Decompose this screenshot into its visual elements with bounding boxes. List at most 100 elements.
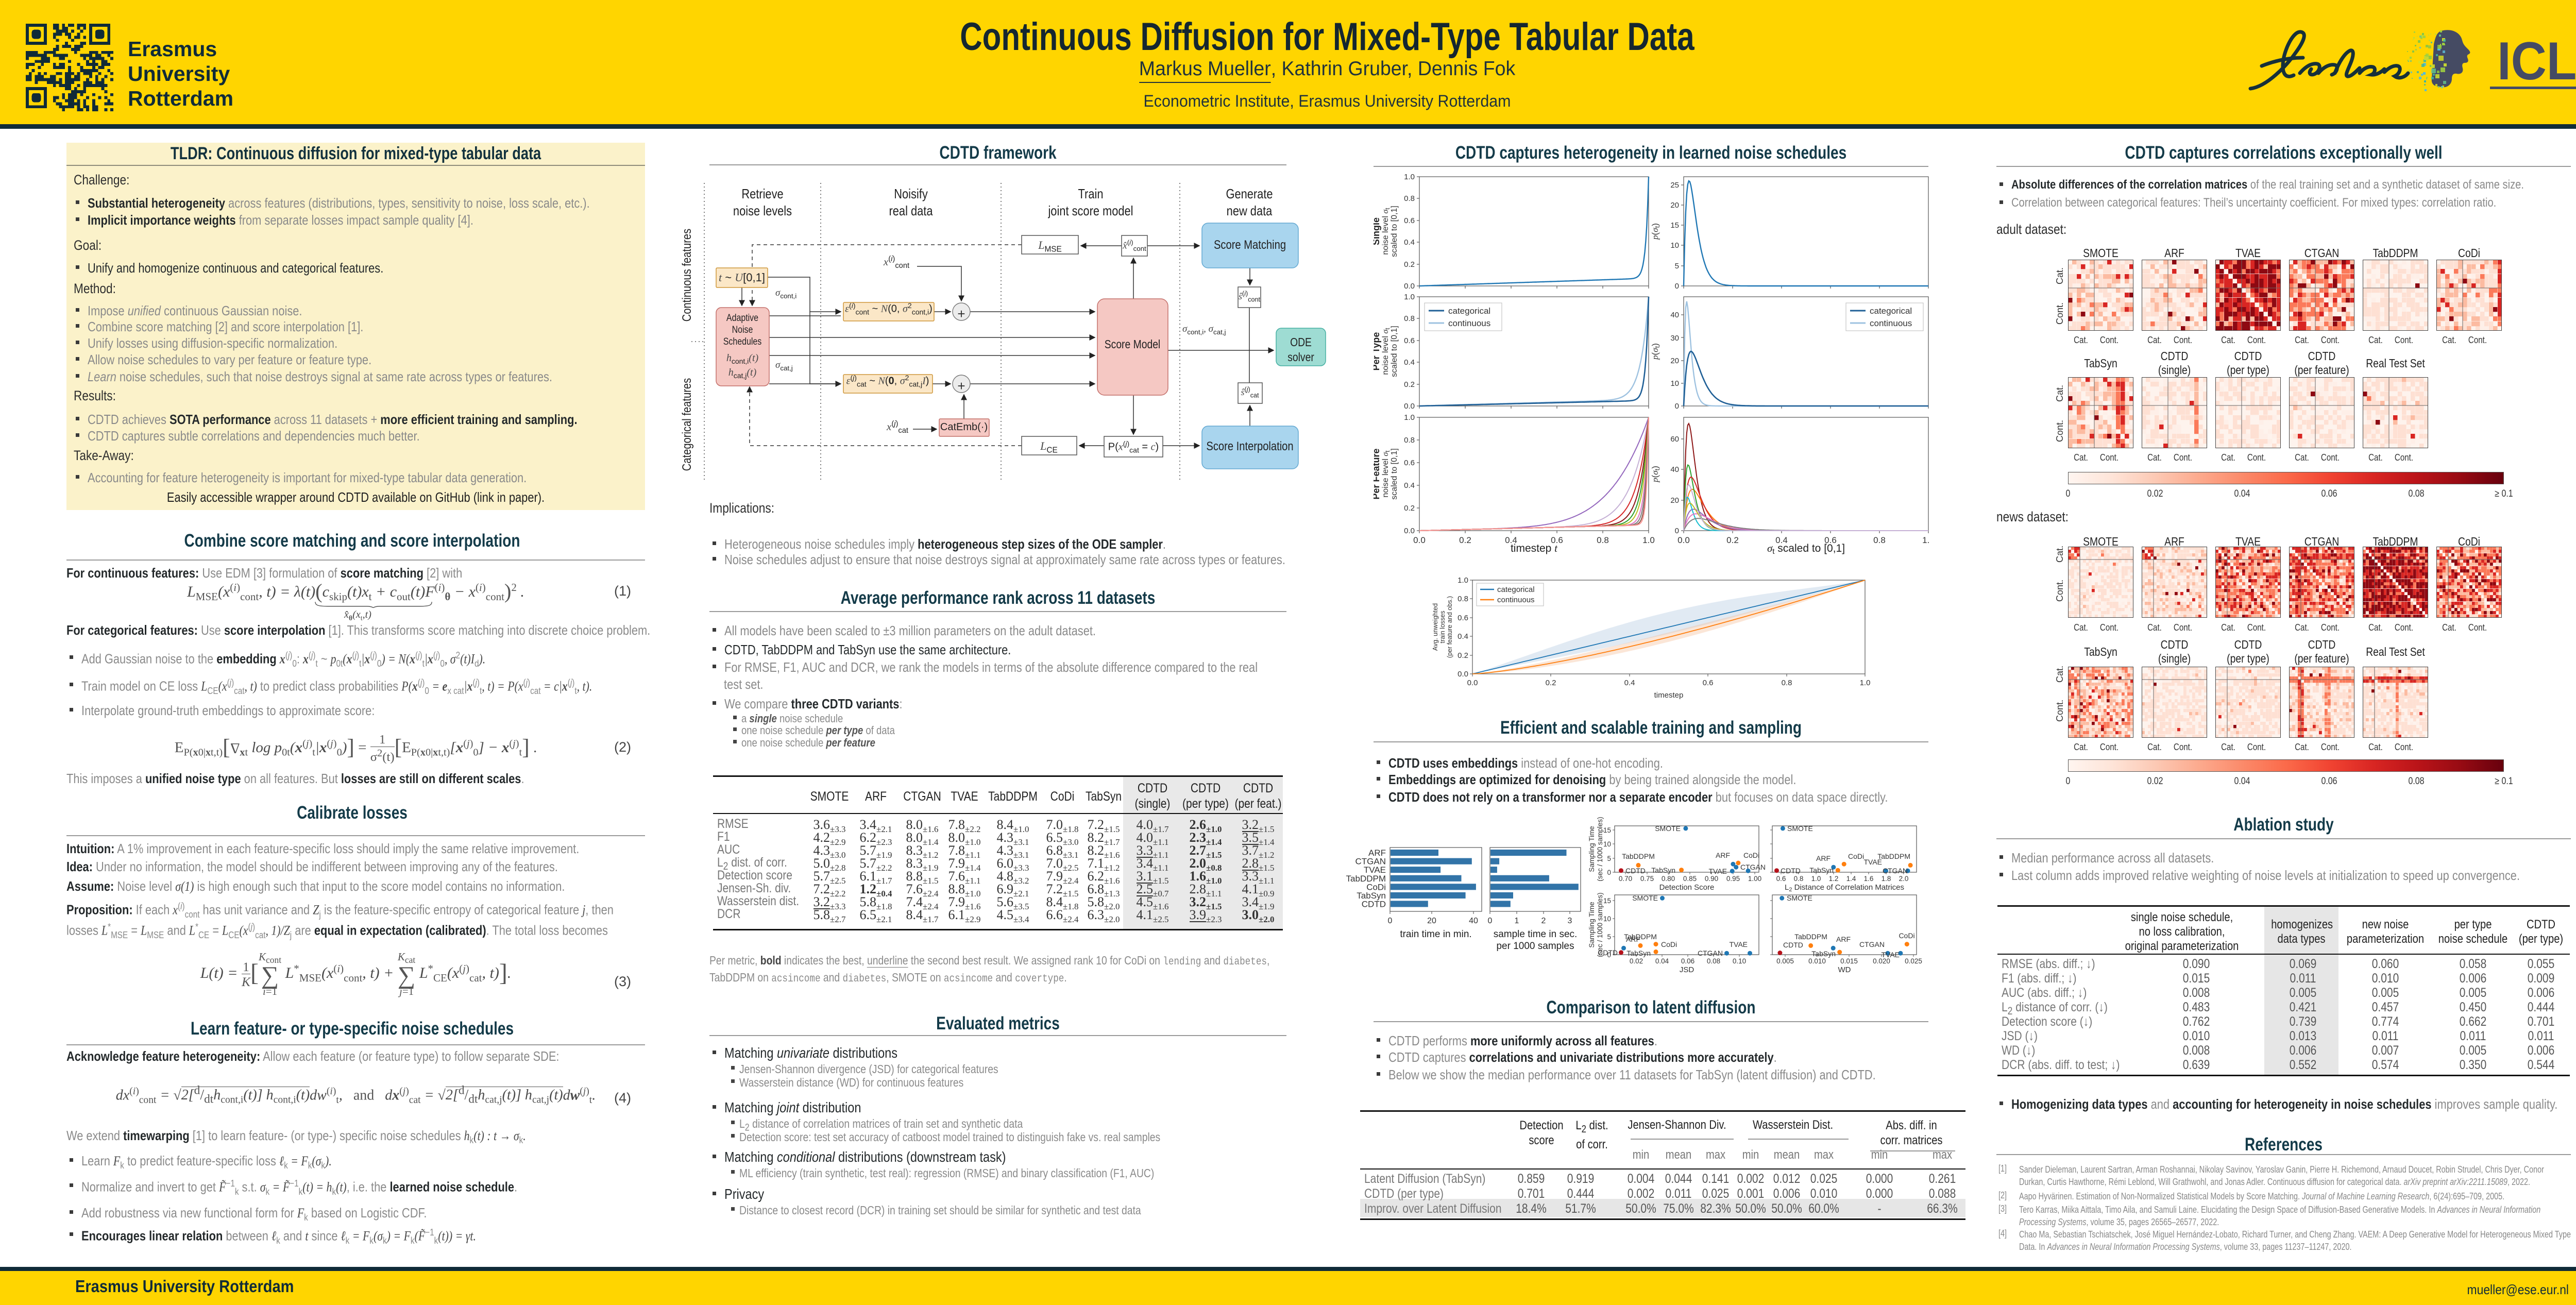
svg-text:Per Type: Per Type bbox=[1374, 332, 1381, 371]
svg-text:(sec / 1000 samples): (sec / 1000 samples) bbox=[1596, 817, 1604, 881]
svg-text:40: 40 bbox=[1670, 311, 1679, 319]
svg-text:Sampling Time: Sampling Time bbox=[1588, 826, 1596, 872]
svg-text:0.6: 0.6 bbox=[1404, 336, 1415, 345]
svg-text:timestep: timestep bbox=[1654, 691, 1684, 700]
svg-text:CoDi: CoDi bbox=[1366, 882, 1386, 892]
svg-text:0: 0 bbox=[1607, 951, 1611, 959]
svg-text:SMOTE: SMOTE bbox=[1632, 894, 1658, 902]
svg-text:TabDDPM: TabDDPM bbox=[1346, 874, 1386, 884]
svg-text:10: 10 bbox=[1670, 379, 1679, 388]
svg-text:0: 0 bbox=[1675, 402, 1679, 411]
svg-text:categorical: categorical bbox=[1870, 306, 1912, 316]
svg-text:train losses: train losses bbox=[1439, 611, 1446, 643]
svg-text:0.2: 0.2 bbox=[1404, 380, 1415, 389]
svg-text:CDTD: CDTD bbox=[1362, 900, 1386, 909]
svg-text:TVAE: TVAE bbox=[1364, 865, 1386, 875]
svg-text:20: 20 bbox=[1427, 917, 1436, 925]
svg-text:0.0: 0.0 bbox=[1404, 402, 1415, 411]
svg-text:scaled to [0,1]: scaled to [0,1] bbox=[1390, 206, 1399, 257]
svg-text:0.8: 0.8 bbox=[1404, 194, 1415, 203]
svg-text:ARF: ARF bbox=[1716, 851, 1730, 859]
svg-text:10: 10 bbox=[1670, 241, 1679, 250]
svg-text:1.6: 1.6 bbox=[1864, 875, 1874, 883]
svg-text:per 1000 samples: per 1000 samples bbox=[1496, 941, 1574, 952]
svg-text:CTGAN: CTGAN bbox=[1859, 940, 1885, 948]
svg-text:0.2: 0.2 bbox=[1404, 504, 1415, 513]
svg-text:40: 40 bbox=[1469, 917, 1478, 925]
svg-text:1.4: 1.4 bbox=[1846, 875, 1856, 883]
svg-text:TVAE: TVAE bbox=[1881, 951, 1900, 959]
svg-text:1.0: 1.0 bbox=[1404, 173, 1415, 181]
svg-text:CoDi: CoDi bbox=[1661, 940, 1677, 948]
svg-text:TVAE: TVAE bbox=[1863, 858, 1882, 866]
svg-text:noise level σt: noise level σt bbox=[1381, 208, 1391, 255]
svg-text:0.2: 0.2 bbox=[1726, 535, 1739, 545]
svg-text:SMOTE: SMOTE bbox=[1787, 824, 1813, 833]
svg-text:0.8: 0.8 bbox=[1794, 875, 1804, 883]
svg-text:TabSyn: TabSyn bbox=[1651, 866, 1675, 874]
svg-text:TVAE: TVAE bbox=[1708, 867, 1727, 875]
svg-text:σt scaled to [0,1]: σt scaled to [0,1] bbox=[1767, 542, 1845, 556]
svg-text:0.2: 0.2 bbox=[1459, 535, 1471, 545]
svg-text:0.025: 0.025 bbox=[1905, 957, 1922, 965]
svg-text:Detection Score: Detection Score bbox=[1659, 883, 1715, 892]
svg-text:continuous: continuous bbox=[1497, 596, 1535, 604]
svg-text:TabSyn: TabSyn bbox=[1809, 866, 1834, 874]
svg-text:Per Feature: Per Feature bbox=[1374, 448, 1381, 499]
svg-text:0.85: 0.85 bbox=[1683, 875, 1697, 883]
svg-text:0.8: 0.8 bbox=[1597, 535, 1609, 545]
svg-text:25: 25 bbox=[1670, 181, 1679, 190]
svg-text:0.10: 0.10 bbox=[1733, 957, 1746, 965]
svg-text:0.95: 0.95 bbox=[1726, 875, 1740, 883]
svg-text:CTGAN: CTGAN bbox=[1883, 867, 1908, 875]
svg-text:p(σt): p(σt) bbox=[1650, 343, 1661, 360]
svg-text:0.0: 0.0 bbox=[1458, 670, 1468, 679]
svg-text:JSD: JSD bbox=[1680, 965, 1694, 974]
svg-text:0.2: 0.2 bbox=[1546, 679, 1556, 687]
svg-text:0.0: 0.0 bbox=[1677, 535, 1690, 545]
svg-text:CTGAN: CTGAN bbox=[1740, 863, 1766, 871]
svg-text:0.8: 0.8 bbox=[1458, 595, 1468, 603]
svg-text:CTGAN: CTGAN bbox=[1355, 857, 1386, 867]
svg-text:1.0: 1.0 bbox=[1811, 875, 1821, 883]
svg-text:0: 0 bbox=[1488, 917, 1493, 925]
svg-text:scaled to [0,1]: scaled to [0,1] bbox=[1390, 448, 1399, 500]
svg-text:1.0: 1.0 bbox=[1642, 535, 1655, 545]
svg-text:noise level σt: noise level σt bbox=[1381, 328, 1391, 375]
svg-text:0.4: 0.4 bbox=[1404, 481, 1415, 490]
svg-text:1: 1 bbox=[1515, 917, 1519, 925]
svg-text:1.0: 1.0 bbox=[1458, 576, 1468, 585]
svg-text:0.6: 0.6 bbox=[1776, 875, 1786, 883]
svg-text:0: 0 bbox=[1675, 527, 1679, 535]
svg-text:0.2: 0.2 bbox=[1458, 651, 1468, 660]
svg-text:15: 15 bbox=[1603, 897, 1611, 905]
svg-text:30: 30 bbox=[1670, 334, 1679, 343]
svg-text:CoDi: CoDi bbox=[1899, 931, 1914, 940]
svg-text:CDTD: CDTD bbox=[1598, 948, 1618, 957]
svg-text:CoDi: CoDi bbox=[1743, 851, 1759, 859]
svg-text:10: 10 bbox=[1603, 840, 1611, 848]
svg-text:1.0: 1.0 bbox=[1404, 413, 1415, 422]
svg-text:continuous: continuous bbox=[1870, 318, 1912, 328]
svg-text:0.6: 0.6 bbox=[1458, 614, 1468, 622]
svg-text:1.0: 1.0 bbox=[1922, 535, 1930, 545]
svg-text:0.2: 0.2 bbox=[1404, 260, 1415, 269]
svg-text:0: 0 bbox=[1388, 917, 1393, 925]
svg-text:CDTD: CDTD bbox=[1781, 867, 1801, 875]
svg-text:0.70: 0.70 bbox=[1619, 875, 1632, 883]
svg-text:5: 5 bbox=[1607, 933, 1611, 941]
svg-text:0.0: 0.0 bbox=[1467, 679, 1478, 687]
svg-text:0.02: 0.02 bbox=[1630, 957, 1643, 965]
svg-text:20: 20 bbox=[1670, 357, 1679, 365]
svg-text:0.8: 0.8 bbox=[1782, 679, 1792, 687]
svg-text:0.010: 0.010 bbox=[1808, 957, 1826, 965]
svg-text:Avg. unweighted: Avg. unweighted bbox=[1432, 603, 1439, 651]
svg-text:p(σt): p(σt) bbox=[1650, 223, 1661, 240]
svg-text:TabDDPM: TabDDPM bbox=[1794, 933, 1827, 941]
svg-text:20: 20 bbox=[1670, 496, 1679, 505]
svg-text:sample time in sec.: sample time in sec. bbox=[1494, 929, 1578, 940]
svg-text:0: 0 bbox=[1607, 869, 1611, 876]
svg-text:CDTD: CDTD bbox=[1625, 867, 1646, 875]
svg-text:0.020: 0.020 bbox=[1873, 957, 1890, 965]
svg-text:TabDDPM: TabDDPM bbox=[1624, 933, 1657, 941]
